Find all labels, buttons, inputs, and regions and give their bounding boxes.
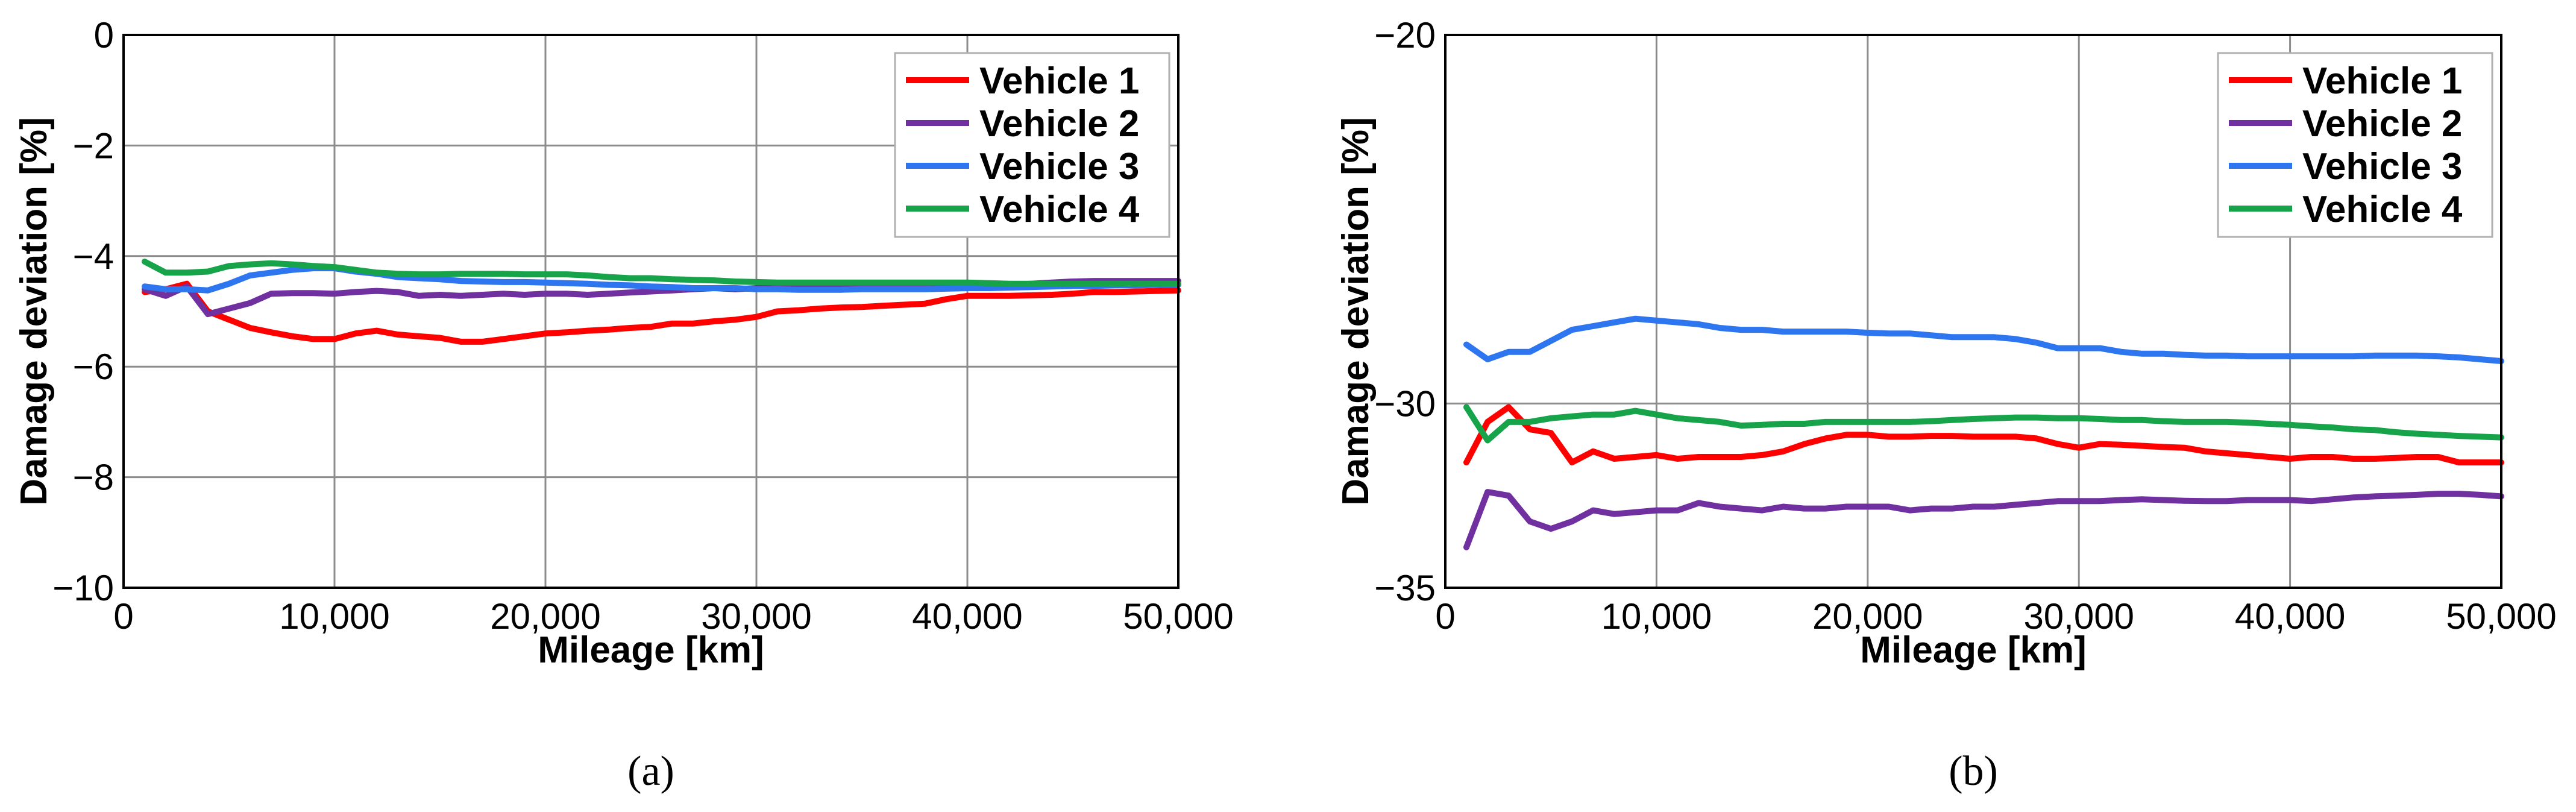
- legend-label-vehicle-4: Vehicle 4: [979, 189, 1140, 230]
- y-tick-label: −35: [1374, 568, 1436, 608]
- x-axis-label: Mileage [km]: [1860, 629, 2087, 671]
- x-tick-label: 10,000: [1601, 596, 1712, 637]
- y-tick-label: 0: [94, 15, 114, 55]
- legend-label-vehicle-1: Vehicle 1: [2302, 60, 2462, 102]
- x-tick-label: 0: [1435, 596, 1455, 637]
- x-tick-label: 10,000: [279, 596, 390, 637]
- legend-label-vehicle-3: Vehicle 3: [979, 146, 1139, 187]
- y-tick-label: −30: [1374, 383, 1436, 424]
- y-axis-label: Damage deviation [%]: [13, 117, 55, 505]
- chart-panel-a: 0 10,000 20,000 30,000 40,000 50,000 0 −2 −4 −6 −8…: [13, 15, 1234, 795]
- y-tick-label: −20: [1374, 15, 1436, 55]
- x-axis-label: Mileage [km]: [538, 629, 764, 671]
- y-axis-label: Damage deviation [%]: [1335, 117, 1377, 505]
- y-tick-label: −2: [73, 125, 114, 166]
- series-line-vehicle-3: [1463, 315, 2504, 364]
- legend-label-vehicle-3: Vehicle 3: [2302, 146, 2462, 187]
- series-line-vehicle-4: [142, 259, 1181, 287]
- x-tick-label: 20,000: [490, 596, 601, 637]
- series-line-vehicle-1: [1463, 404, 2504, 466]
- y-tick-label: −8: [73, 458, 114, 498]
- y-tick-label: −6: [73, 347, 114, 387]
- legend-label-vehicle-1: Vehicle 1: [979, 60, 1139, 102]
- x-tick-label: 40,000: [2235, 596, 2346, 637]
- x-tick-label: 0: [113, 596, 133, 637]
- x-tick-label: 30,000: [701, 596, 812, 637]
- series-line-vehicle-1: [142, 280, 1181, 345]
- legend-label-vehicle-4: Vehicle 4: [2302, 189, 2463, 230]
- x-tick-label: 40,000: [912, 596, 1023, 637]
- panel-label: (a): [627, 748, 674, 795]
- series-line-vehicle-4: [1463, 404, 2504, 444]
- y-tick-label: −4: [73, 236, 114, 277]
- chart-panel-b: 0 10,000 20,000 30,000 40,000 50,000 −20 −30 −35…: [1335, 15, 2557, 795]
- legend-label-vehicle-2: Vehicle 2: [979, 103, 1139, 145]
- legend-label-vehicle-2: Vehicle 2: [2302, 103, 2462, 145]
- x-tick-label: 30,000: [2023, 596, 2134, 637]
- plot-frame: [1444, 34, 2502, 589]
- series-line-vehicle-2: [1463, 489, 2504, 550]
- x-tick-label: 20,000: [1812, 596, 1923, 637]
- x-tick-label: 50,000: [2446, 596, 2557, 637]
- plot-frame: [122, 34, 1180, 589]
- y-tick-label: −10: [52, 568, 114, 608]
- x-tick-label: 50,000: [1123, 596, 1234, 637]
- panel-label: (b): [1949, 748, 1998, 795]
